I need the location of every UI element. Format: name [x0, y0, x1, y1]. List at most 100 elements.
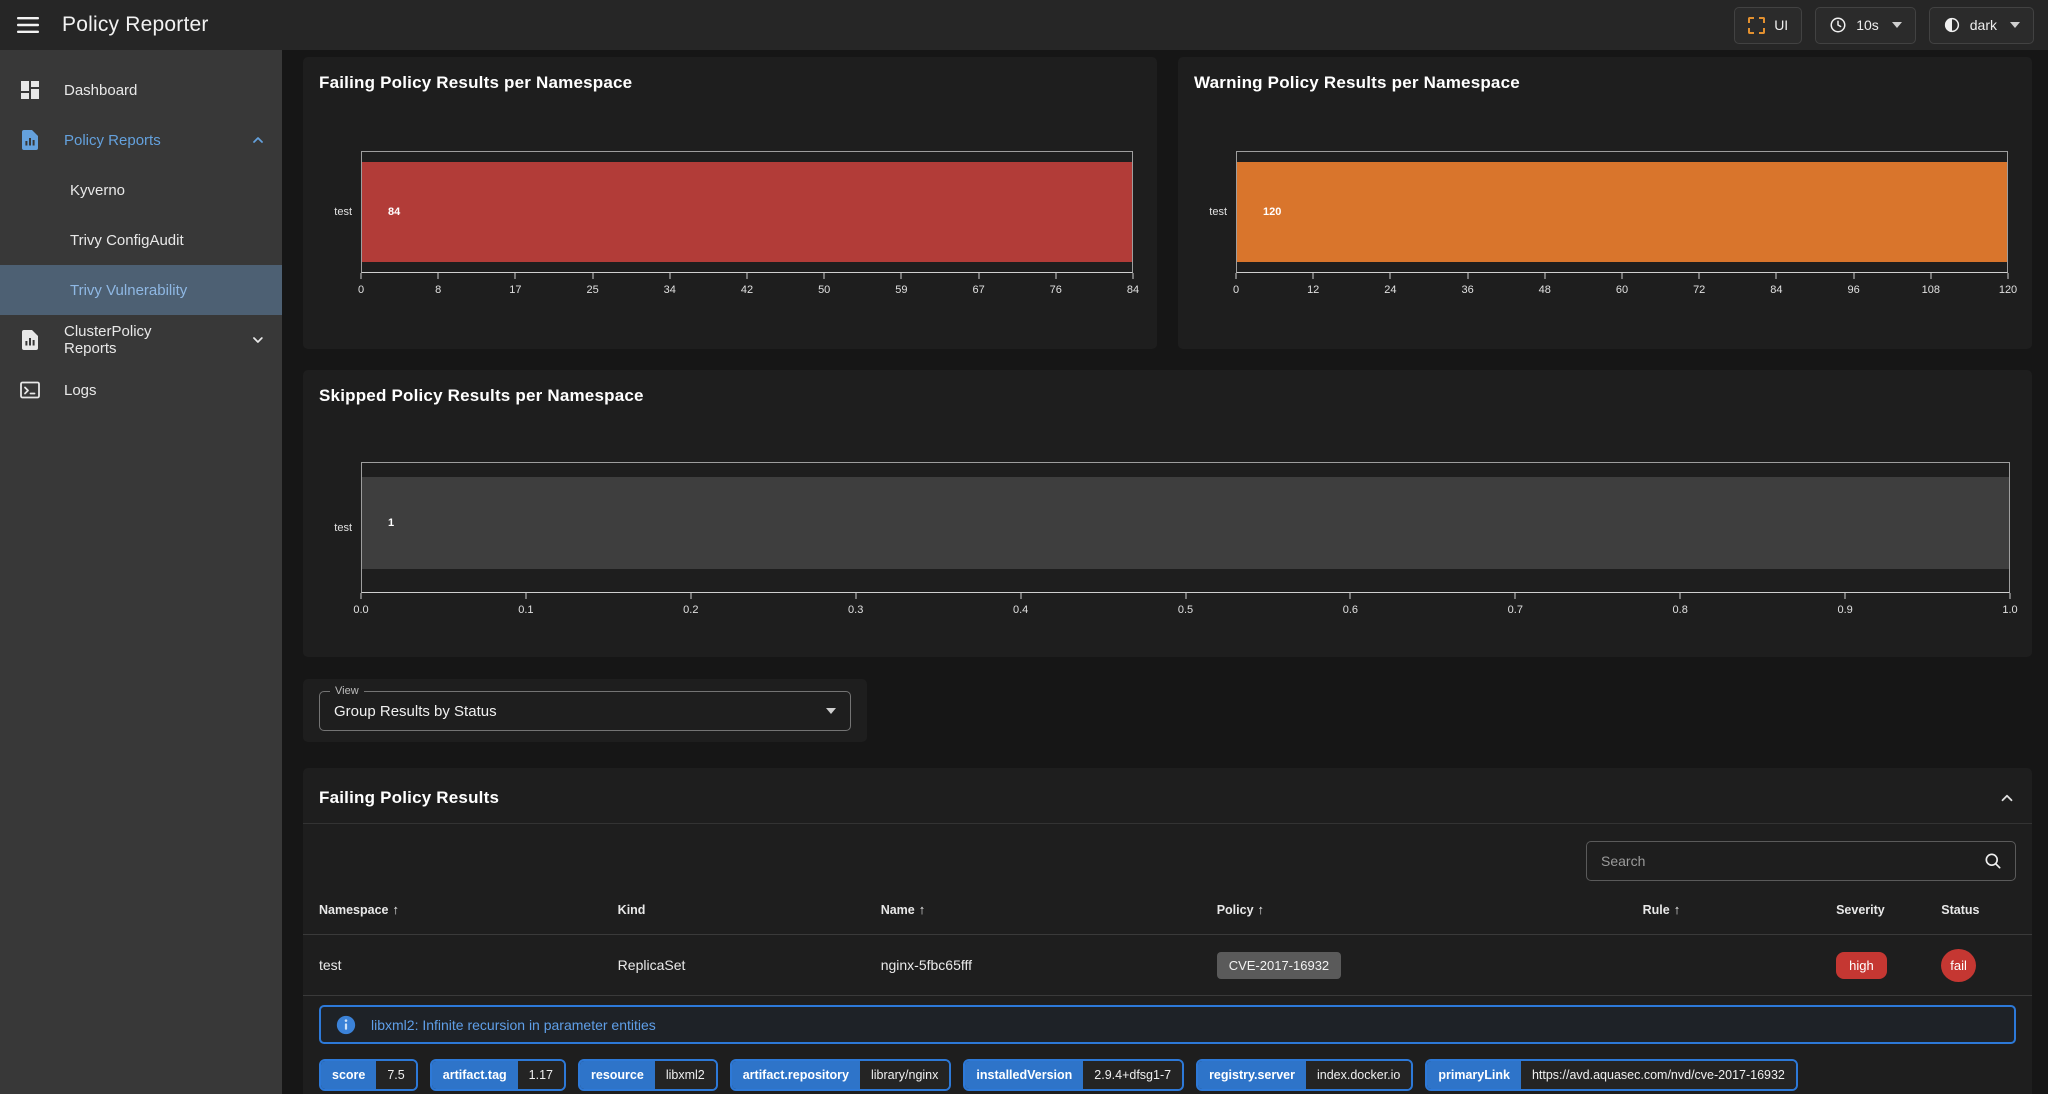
property-key: primaryLink: [1427, 1061, 1521, 1089]
x-tick-label: 84: [1770, 284, 1783, 296]
bar-value-label: 1: [388, 517, 395, 529]
search-input[interactable]: [1601, 853, 1983, 869]
x-axis-tick-labels: 0.0 0.1 0.2 0.3 0.4 0.5 0.6 0.7 0.8 0.9 1.0: [353, 604, 2017, 620]
x-axis-ticks: [360, 273, 1134, 280]
bar-value-label: 84: [388, 206, 401, 218]
table-row[interactable]: test ReplicaSet nginx-5fbc65fff CVE-2017…: [303, 935, 2032, 996]
menu-icon[interactable]: [8, 5, 48, 45]
view-select-value: Group Results by Status: [334, 702, 497, 720]
top-app-bar: Policy Reporter UI 10s dark: [0, 0, 2048, 50]
contrast-icon: [1944, 17, 1959, 33]
x-tick-label: 0.6: [1342, 604, 1359, 616]
x-tick-label: 72: [1693, 284, 1706, 296]
chart-title: Failing Policy Results per Namespace: [319, 73, 633, 92]
x-tick-label: 0: [357, 284, 365, 296]
sidebar: Dashboard Policy Reports Kyverno Trivy C…: [0, 50, 282, 1094]
chart-plot-area: test 1: [334, 462, 2010, 593]
x-tick-label: 50: [818, 284, 831, 296]
x-tick-label: 60: [1615, 284, 1629, 296]
x-tick-label: 0.7: [1507, 604, 1523, 616]
section-title: Failing Policy Results: [319, 788, 500, 807]
property-key: registry.server: [1198, 1061, 1306, 1089]
chevron-down-icon: [2010, 22, 2020, 28]
chart-bar[interactable]: 84: [362, 162, 1132, 262]
dashboard-icon: [21, 81, 39, 99]
property-chip-installedVersion[interactable]: installedVersion 2.9.4+dfsg1-7: [963, 1059, 1185, 1091]
severity-badge: high: [1836, 951, 1887, 979]
property-chip-score[interactable]: score 7.5: [319, 1059, 418, 1091]
vulnerability-message[interactable]: libxml2: Infinite recursion in parameter…: [371, 1016, 656, 1033]
vulnerability-info-alert: libxml2: Infinite recursion in parameter…: [319, 1005, 2016, 1044]
x-tick-label: 0.8: [1672, 604, 1688, 616]
x-tick-label: 36: [1461, 284, 1474, 296]
column-header-status[interactable]: Status↑: [1941, 902, 1980, 917]
refresh-interval-select[interactable]: 10s: [1815, 6, 1916, 44]
column-header-namespace[interactable]: Namespace ↑: [319, 902, 399, 917]
property-chip-artifact-tag[interactable]: artifact.tag 1.17: [429, 1059, 566, 1091]
sidebar-item-label: Trivy ConfigAudit: [70, 231, 184, 249]
column-header-rule[interactable]: Rule ↑: [1642, 902, 1681, 917]
property-value: library/nginx: [860, 1061, 950, 1089]
property-chip-primaryLink[interactable]: primaryLink https://avd.aquasec.com/nvd/c…: [1425, 1059, 1798, 1091]
search-icon[interactable]: [1983, 851, 2003, 871]
failing-results-chart-card: Failing Policy Results per Namespace tes…: [303, 57, 1157, 349]
x-tick-label: 8: [435, 284, 442, 296]
ui-profile-button[interactable]: UI: [1734, 6, 1803, 44]
x-tick-label: 0.9: [1837, 604, 1853, 616]
x-tick-label: 0.3: [848, 604, 864, 616]
sidebar-item-logs[interactable]: Logs: [0, 365, 282, 415]
sidebar-item-trivy-configaudit[interactable]: Trivy ConfigAudit: [0, 215, 282, 265]
divider: [303, 823, 2032, 824]
property-value: 1.17: [517, 1061, 564, 1089]
property-chip-artifact-repository[interactable]: artifact.repository library/nginx: [729, 1059, 952, 1091]
skipped-results-chart-card: Skipped Policy Results per Namespace tes…: [303, 370, 2032, 657]
y-axis-category-label: test: [334, 521, 352, 534]
refresh-interval-value: 10s: [1856, 17, 1879, 33]
property-value: 2.9.4+dfsg1-7: [1083, 1061, 1183, 1089]
chart-bar[interactable]: 120: [1237, 162, 2007, 262]
column-header-name[interactable]: Name ↑: [880, 902, 926, 917]
chart-bar[interactable]: 1: [362, 477, 2009, 569]
property-chips-row: score 7.5 artifact.tag 1.17 resource libxml2 a…: [319, 1059, 2016, 1091]
x-tick-label: 0.0: [353, 604, 369, 616]
column-header-severity[interactable]: Severity↑: [1836, 902, 1885, 917]
x-tick-label: 0: [1232, 284, 1240, 296]
ui-target-icon: [1748, 16, 1766, 34]
view-select-card: View Group Results by Status: [303, 679, 867, 742]
chart-title: Skipped Policy Results per Namespace: [319, 386, 644, 405]
property-value: 7.5: [376, 1061, 416, 1089]
column-header-kind[interactable]: Kind↑: [617, 902, 646, 917]
info-icon: [336, 1015, 356, 1034]
policy-chip[interactable]: CVE-2017-16932: [1216, 951, 1342, 979]
property-key: resource: [580, 1061, 655, 1089]
sidebar-item-label: Kyverno: [70, 181, 126, 199]
theme-select[interactable]: dark: [1928, 6, 2034, 44]
search-field[interactable]: [1586, 841, 2016, 881]
column-header-policy[interactable]: Policy ↑: [1216, 902, 1265, 917]
x-tick-label: 0.5: [1177, 604, 1194, 616]
sidebar-item-label: ClusterPolicy Reports: [64, 323, 152, 357]
sidebar-item-trivy-vulnerability[interactable]: Trivy Vulnerability: [0, 265, 282, 315]
collapse-chevron-up-icon[interactable]: [1998, 789, 2016, 807]
property-chip-registry-server[interactable]: registry.server index.docker.io: [1196, 1059, 1414, 1091]
property-chip-resource[interactable]: resource libxml2: [578, 1059, 718, 1091]
cell-kind: ReplicaSet: [617, 957, 686, 973]
x-tick-label: 0.4: [1012, 604, 1029, 616]
x-tick-label: 59: [895, 284, 908, 296]
view-select[interactable]: View Group Results by Status: [319, 685, 851, 731]
sidebar-item-clusterpolicy-reports[interactable]: ClusterPolicy Reports: [0, 315, 282, 365]
clock-icon: [1830, 17, 1846, 33]
x-axis-ticks: [1235, 273, 2009, 280]
sidebar-item-policy-reports[interactable]: Policy Reports: [0, 115, 282, 165]
bar-chart: test 84 0 8 17 25 34 42 50 59 67 76 84: [334, 151, 1139, 300]
x-tick-label: 0.1: [518, 604, 534, 616]
sidebar-item-kyverno[interactable]: Kyverno: [0, 165, 282, 215]
property-key: artifact.tag: [431, 1061, 518, 1089]
chevron-down-icon: [253, 337, 263, 343]
x-tick-label: 120: [1998, 284, 2018, 296]
status-badge: fail: [1941, 948, 1976, 982]
x-tick-label: 17: [509, 284, 522, 296]
bar-chart: test 1 0.0 0.1 0.2 0.3 0.4 0.5 0.6 0.7 0.8 0.9 1.0: [334, 462, 2018, 620]
sidebar-item-label: Dashboard: [64, 81, 138, 99]
sidebar-item-dashboard[interactable]: Dashboard: [0, 65, 282, 115]
